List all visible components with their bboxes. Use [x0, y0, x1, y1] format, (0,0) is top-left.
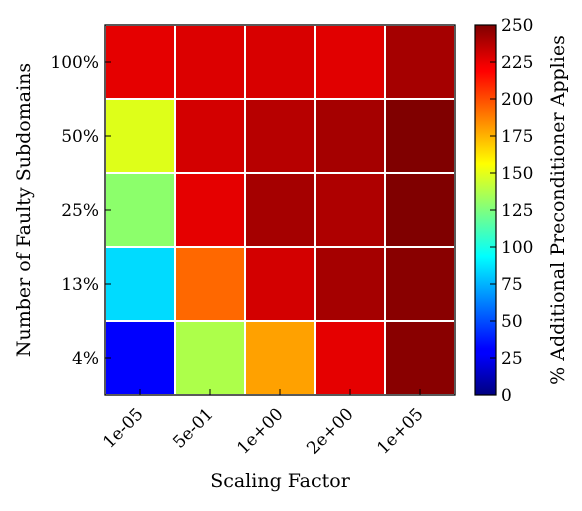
heatmap-cell — [244, 24, 316, 100]
heatmap-cell — [174, 98, 246, 174]
heatmap-cell — [384, 320, 456, 396]
heatmap-cell — [174, 246, 246, 322]
x-tick-label: 1e+00 — [233, 404, 287, 458]
y-axis-label: Number of Faulty Subdomains — [13, 63, 35, 357]
heatmap-cell — [314, 246, 386, 322]
x-tick-label: 5e-01 — [169, 404, 217, 452]
y-axis-ticks: 100% 50% 25% 13% 4% — [50, 53, 111, 369]
colorbar-tick-label: 225 — [501, 53, 533, 73]
x-tick-label: 2e+00 — [303, 404, 357, 458]
heatmap-cell — [104, 246, 176, 322]
colorbar-ticks: 0 25 50 75 100 125 150 175 200 225 250 — [490, 16, 533, 406]
y-tick-label: 4% — [72, 349, 99, 369]
heatmap-cell — [104, 24, 176, 100]
colorbar-tick-label: 50 — [501, 312, 523, 332]
colorbar-tick-label: 25 — [501, 349, 523, 369]
colorbar-tick-label: 75 — [501, 275, 523, 295]
heatmap-cell — [314, 98, 386, 174]
heatmap-cell — [174, 24, 246, 100]
colorbar-tick-label: 0 — [501, 386, 512, 406]
colorbar-label: % Additional Preconditioner Applies — [547, 35, 569, 385]
heatmap-cell — [244, 98, 316, 174]
heatmap-cell — [384, 24, 456, 100]
colorbar-tick-label: 125 — [501, 201, 533, 221]
colorbar-tick-label: 250 — [501, 16, 533, 36]
heatmap-cell — [314, 24, 386, 100]
heatmap-cell — [104, 172, 176, 248]
heatmap-cell — [244, 172, 316, 248]
heatmap-cell — [314, 320, 386, 396]
heatmap-cell — [244, 320, 316, 396]
y-tick-label: 100% — [50, 53, 99, 73]
x-axis-ticks: 1e-05 5e-01 1e+00 2e+00 1e+05 — [99, 389, 428, 459]
y-tick-label: 13% — [61, 275, 99, 295]
heatmap-cells — [104, 24, 456, 396]
heatmap-cell — [384, 98, 456, 174]
heatmap-cell — [174, 172, 246, 248]
heatmap-cell — [174, 320, 246, 396]
y-tick-label: 25% — [61, 201, 99, 221]
heatmap-cell — [244, 246, 316, 322]
colorbar-tick-label: 175 — [501, 127, 533, 147]
x-tick-label: 1e+05 — [373, 404, 427, 458]
x-tick-label: 1e-05 — [99, 404, 147, 452]
colorbar-tick-label: 150 — [501, 164, 533, 184]
heatmap-cell — [314, 172, 386, 248]
y-tick-label: 50% — [61, 127, 99, 147]
colorbar-tick-label: 200 — [501, 90, 533, 110]
colorbar-tick-label: 100 — [501, 238, 533, 258]
heatmap-cell — [384, 246, 456, 322]
heatmap-cell — [384, 172, 456, 248]
heatmap-cell — [104, 320, 176, 396]
heatmap-cell — [104, 98, 176, 174]
x-axis-label: Scaling Factor — [210, 470, 351, 492]
